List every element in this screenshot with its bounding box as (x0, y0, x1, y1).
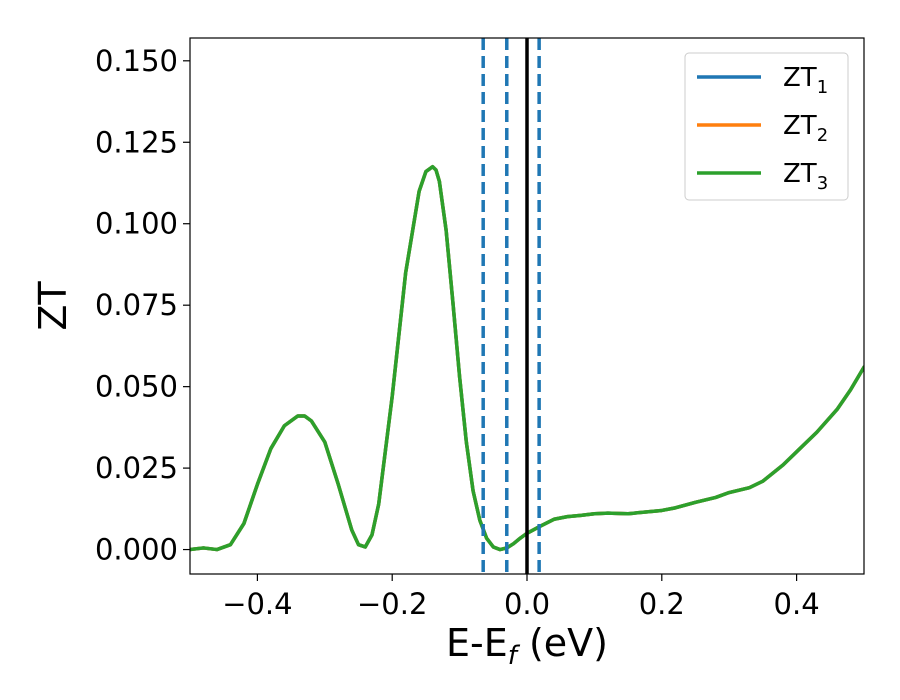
x-axis-ticks: −0.4 −0.2 0.0 0.2 0.4 (222, 574, 820, 621)
x-tick-label: 0.0 (504, 587, 550, 621)
y-tick-label: 0.025 (95, 451, 178, 485)
y-axis-ticks: 0.000 0.025 0.050 0.075 0.100 0.125 0.150 (95, 44, 190, 567)
x-tick-label: −0.2 (357, 587, 427, 621)
legend-box (684, 52, 849, 201)
y-tick-label: 0.125 (95, 125, 178, 159)
legend: ZT1 ZT2 ZT3 (684, 52, 849, 201)
y-tick-label: 0.100 (95, 207, 178, 241)
legend-label: ZT2 (783, 111, 828, 146)
legend-label: ZT1 (783, 63, 828, 98)
legend-item-2: ZT2 (697, 111, 828, 146)
legend-item-3: ZT3 (697, 159, 828, 194)
x-tick-label: 0.4 (774, 587, 820, 621)
legend-label: ZT3 (783, 159, 828, 194)
y-tick-label: 0.050 (95, 370, 178, 404)
x-tick-label: 0.2 (639, 587, 685, 621)
y-tick-label: 0.000 (95, 533, 178, 567)
x-axis-title: E-Ef (eV) (446, 621, 608, 671)
series-line-3 (190, 164, 864, 552)
plot-area (190, 164, 864, 552)
x-axis-title-unit: (eV) (517, 621, 608, 665)
x-tick-label: −0.4 (222, 587, 292, 621)
legend-item-1: ZT1 (697, 63, 828, 98)
x-axis-title-main: E-E (446, 621, 508, 665)
reference-lines (481, 38, 541, 574)
y-tick-label: 0.150 (95, 44, 178, 78)
y-tick-label: 0.075 (95, 288, 178, 322)
y-axis-title: ZT (31, 281, 75, 331)
